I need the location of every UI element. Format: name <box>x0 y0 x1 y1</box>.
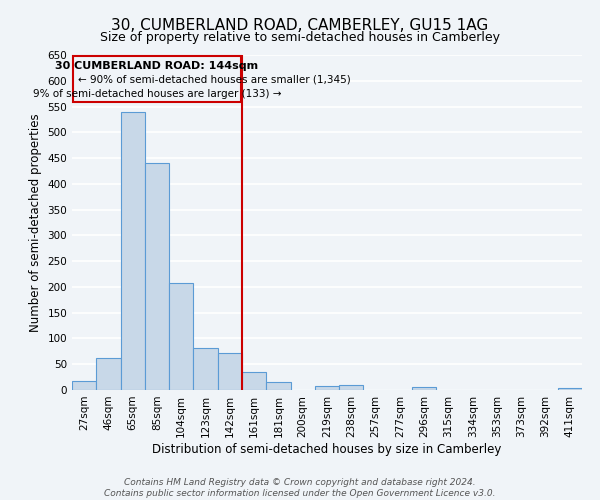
Bar <box>145 163 169 390</box>
Text: 30 CUMBERLAND ROAD: 144sqm: 30 CUMBERLAND ROAD: 144sqm <box>55 61 259 71</box>
Y-axis label: Number of semi-detached properties: Number of semi-detached properties <box>29 113 42 332</box>
Text: Contains HM Land Registry data © Crown copyright and database right 2024.
Contai: Contains HM Land Registry data © Crown c… <box>104 478 496 498</box>
FancyBboxPatch shape <box>73 56 241 102</box>
Bar <box>412 388 436 390</box>
Bar <box>558 388 582 390</box>
Bar <box>266 382 290 390</box>
Text: 30, CUMBERLAND ROAD, CAMBERLEY, GU15 1AG: 30, CUMBERLAND ROAD, CAMBERLEY, GU15 1AG <box>112 18 488 32</box>
Bar <box>218 353 242 390</box>
Text: ← 90% of semi-detached houses are smaller (1,345): ← 90% of semi-detached houses are smalle… <box>79 74 351 84</box>
Bar <box>121 112 145 390</box>
Bar <box>339 385 364 390</box>
Text: Size of property relative to semi-detached houses in Camberley: Size of property relative to semi-detach… <box>100 31 500 44</box>
Text: 9% of semi-detached houses are larger (133) →: 9% of semi-detached houses are larger (1… <box>33 89 281 99</box>
Bar <box>242 372 266 390</box>
X-axis label: Distribution of semi-detached houses by size in Camberley: Distribution of semi-detached houses by … <box>152 442 502 456</box>
Bar <box>315 386 339 390</box>
Bar <box>193 348 218 390</box>
Bar <box>96 358 121 390</box>
Bar <box>169 284 193 390</box>
Bar <box>72 380 96 390</box>
